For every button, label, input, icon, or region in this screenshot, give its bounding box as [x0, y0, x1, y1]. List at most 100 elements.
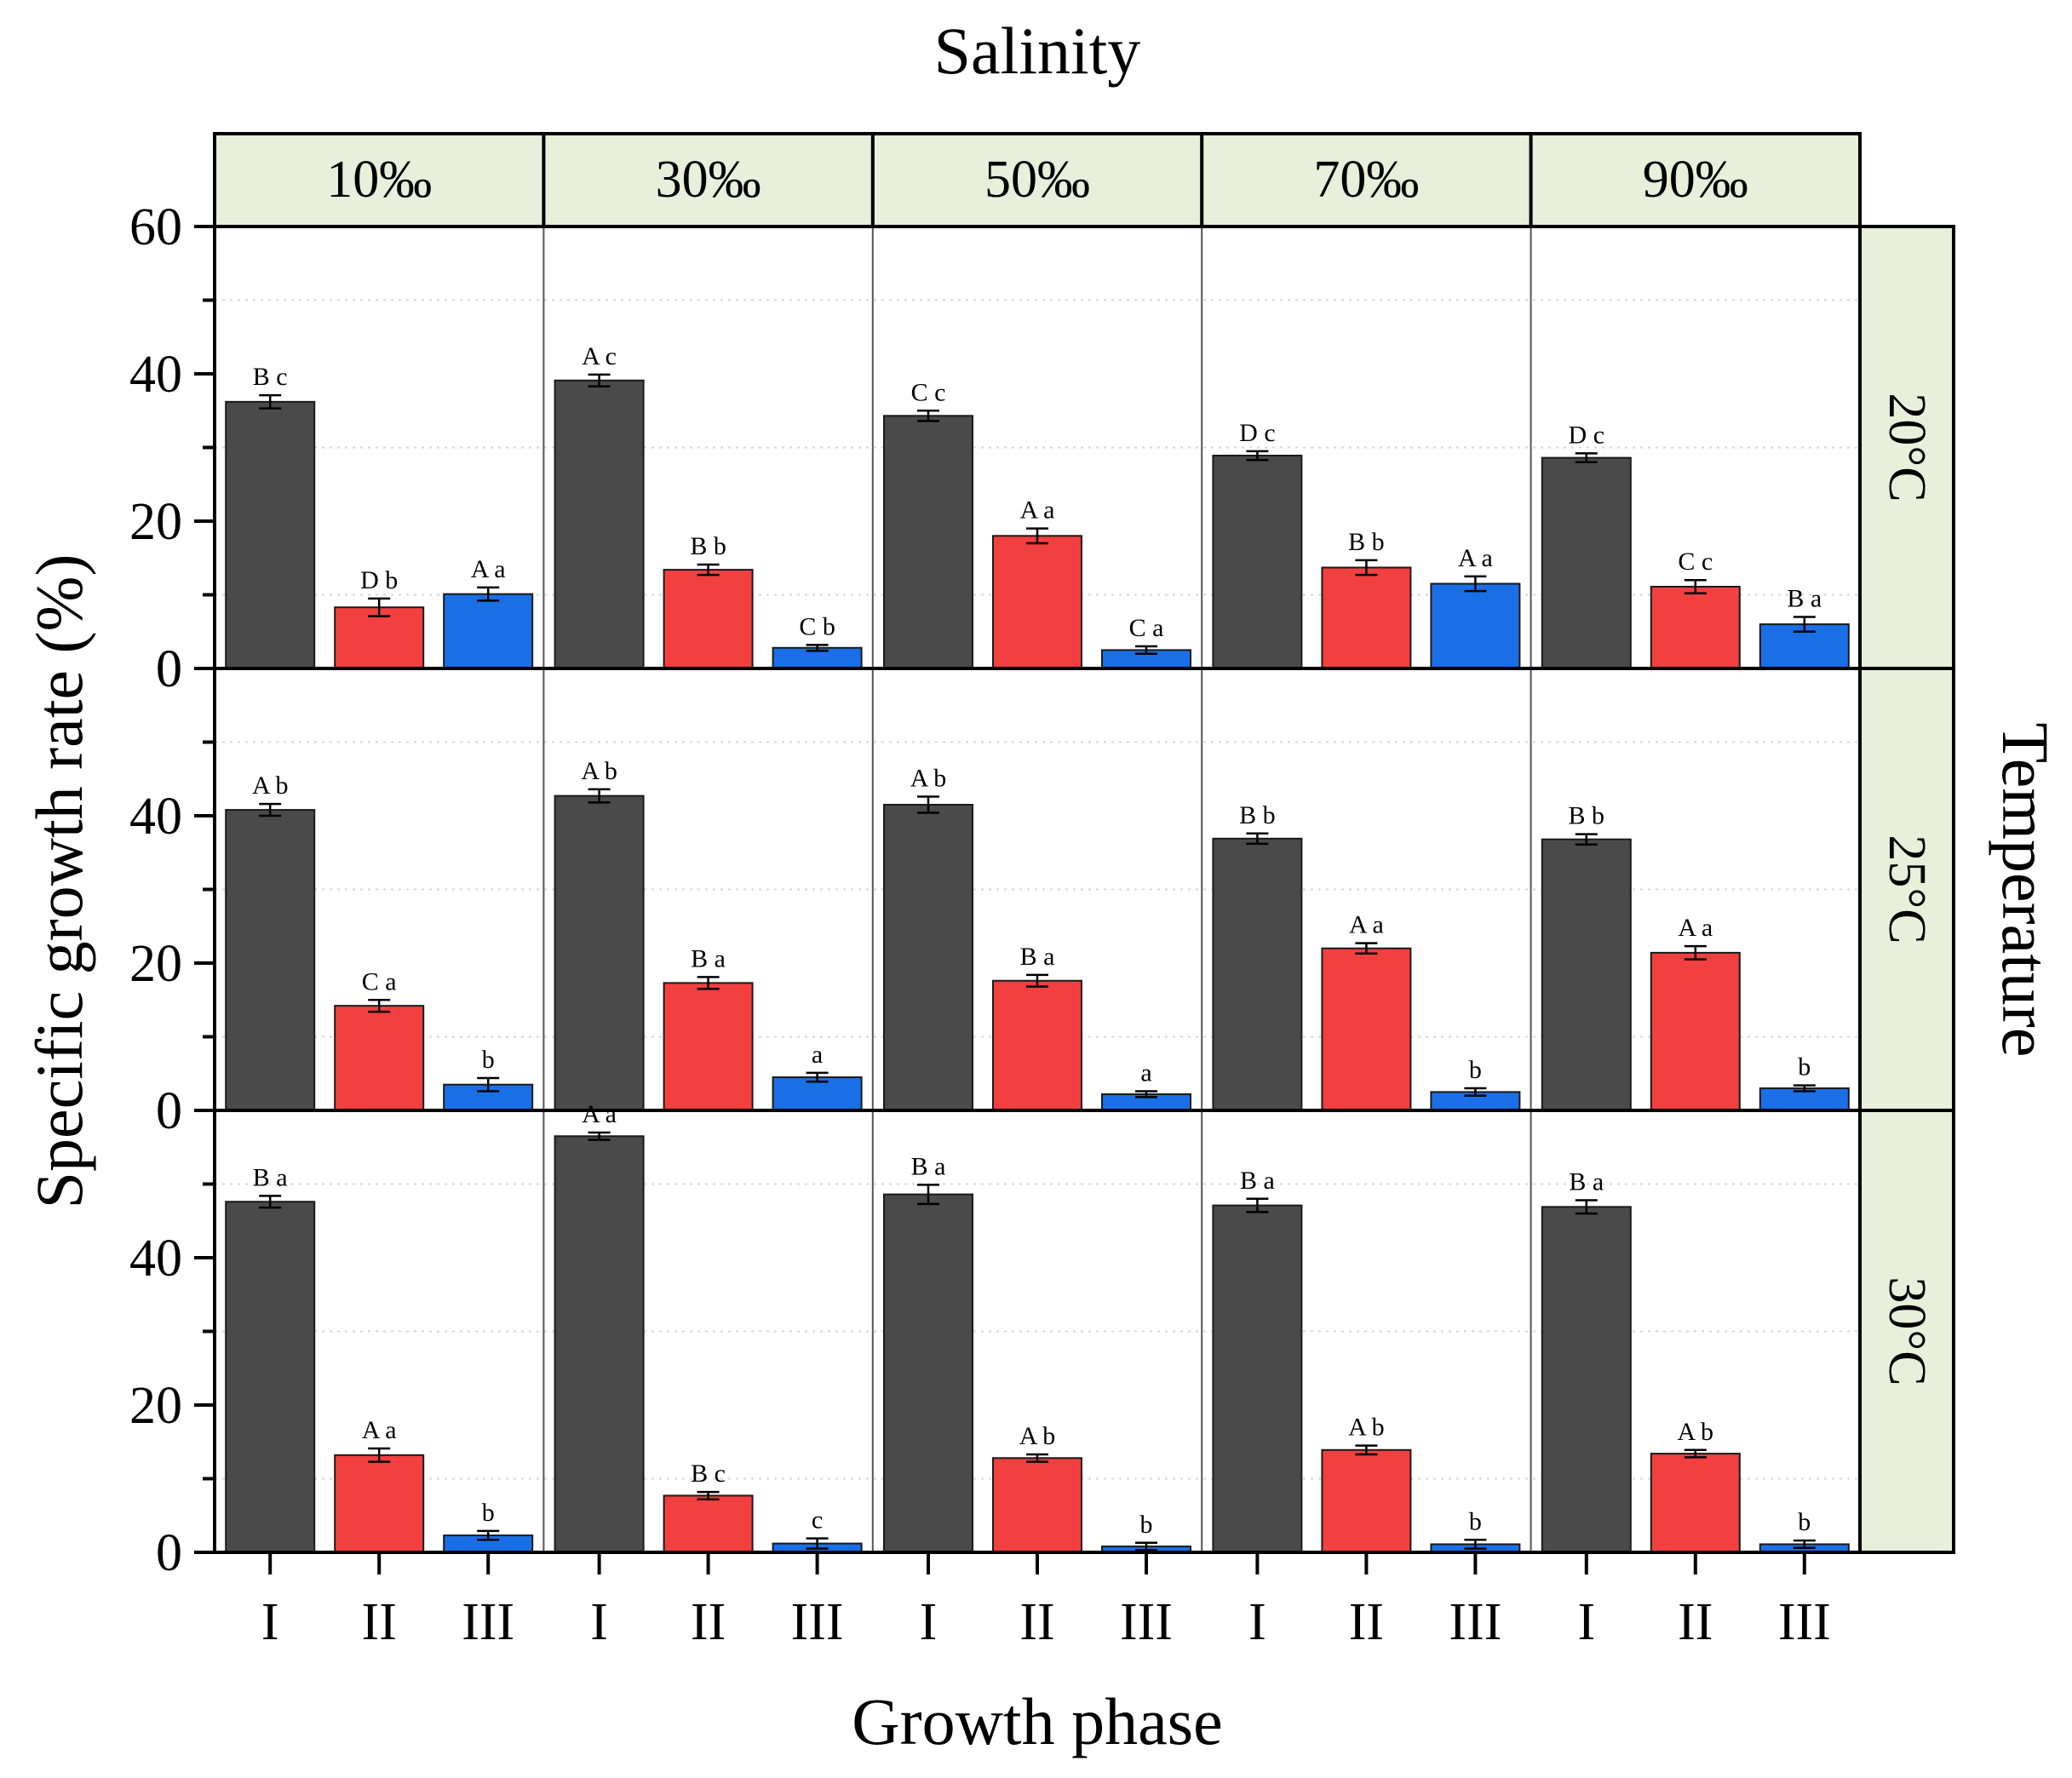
bar [1212, 455, 1303, 670]
significance-label: B a [691, 944, 726, 972]
x-tick-label: III [462, 1593, 514, 1651]
significance-label: A b [910, 765, 947, 793]
x-tick-label: II [691, 1593, 726, 1651]
bar [992, 535, 1082, 669]
bar [1321, 947, 1412, 1111]
bar [1650, 585, 1741, 669]
x-tick-label: II [1678, 1593, 1713, 1651]
x-tick-label: III [1449, 1593, 1501, 1651]
salinity-label: 30‰ [656, 151, 761, 209]
bar [554, 379, 645, 669]
x-tick-label: I [590, 1593, 608, 1651]
bar [883, 1193, 973, 1553]
x-tick-label: I [1577, 1593, 1595, 1651]
x-tick-label: II [1349, 1593, 1384, 1651]
bar [992, 1457, 1082, 1554]
significance-label: B b [1239, 801, 1276, 829]
significance-label: A b [581, 757, 617, 785]
significance-label: b [1469, 1056, 1482, 1084]
significance-label: C a [1129, 614, 1164, 642]
bar [225, 400, 316, 669]
significance-label: b [482, 1046, 495, 1074]
significance-label: D c [1569, 421, 1604, 449]
significance-label: A a [1349, 911, 1384, 939]
x-tick-label: III [1120, 1593, 1173, 1651]
significance-label: C c [1678, 548, 1713, 576]
significance-label: a [1140, 1059, 1151, 1087]
bar [883, 415, 973, 669]
y-tick-label: 0 [156, 1082, 182, 1140]
significance-label: B c [253, 363, 288, 391]
significance-label: b [1798, 1053, 1811, 1081]
significance-label: A a [1678, 914, 1713, 942]
y-tick-label: 60 [129, 198, 182, 256]
y-axis-label: Specific growth rate (%) [22, 554, 96, 1209]
x-tick-label: II [362, 1593, 397, 1651]
significance-label: D c [1239, 419, 1275, 447]
bar [225, 809, 316, 1112]
temperature-label: 25°C [1878, 835, 1936, 943]
bar [225, 1201, 316, 1553]
bar [1541, 1206, 1632, 1553]
bar [1541, 838, 1632, 1111]
y-tick-label: 0 [156, 640, 182, 698]
temperature-label: 20°C [1878, 393, 1936, 502]
bar [1650, 951, 1741, 1112]
significance-label: b [1469, 1507, 1482, 1535]
x-tick-label: I [920, 1593, 938, 1651]
bar [1212, 1204, 1303, 1553]
x-axis-label: Growth phase [852, 1684, 1222, 1758]
salinity-strip [213, 132, 1862, 228]
significance-label: B a [1787, 584, 1822, 612]
y-tick-label: 20 [129, 935, 182, 993]
right-axis-label: Temperature [1989, 723, 2063, 1058]
significance-label: A a [1458, 544, 1493, 572]
significance-label: D b [360, 566, 398, 594]
salinity-label: 10‰ [326, 151, 432, 209]
x-tick-label: III [791, 1593, 844, 1651]
significance-label: a [812, 1041, 823, 1069]
significance-label: b [1798, 1508, 1811, 1536]
bar [554, 1135, 645, 1554]
significance-label: B a [1240, 1167, 1275, 1195]
y-tick-label: 40 [129, 1230, 182, 1288]
x-tick-label: I [261, 1593, 279, 1651]
significance-label: B a [1569, 1168, 1604, 1196]
significance-label: A a [362, 1416, 397, 1444]
bar [334, 1454, 425, 1553]
significance-label: B b [690, 532, 726, 560]
bar [663, 982, 754, 1111]
significance-label: B b [1348, 528, 1385, 556]
significance-label: C b [799, 612, 835, 640]
significance-label: A a [582, 1100, 617, 1128]
text-layer: Salinity Growth phase Specific growth ra… [22, 14, 2063, 1758]
chart-title: Salinity [934, 14, 1141, 88]
bar [443, 593, 534, 670]
y-tick-label: 0 [156, 1524, 182, 1582]
bar [1541, 456, 1632, 669]
significance-label: A a [471, 555, 506, 583]
x-tick-label: I [1248, 1593, 1266, 1651]
bar [334, 606, 425, 670]
x-tick-label: II [1019, 1593, 1054, 1651]
salinity-label: 90‰ [1643, 151, 1748, 209]
y-tick-label: 40 [129, 346, 182, 404]
significance-label: b [1140, 1511, 1153, 1539]
significance-label: A b [1348, 1414, 1385, 1442]
significance-label: C a [362, 967, 397, 995]
significance-label: B b [1569, 802, 1605, 830]
significance-label: B a [1020, 943, 1055, 971]
temperature-label: 30°C [1878, 1276, 1936, 1385]
frame-layer [194, 132, 1955, 1574]
salinity-label: 50‰ [984, 151, 1090, 209]
significance-label: C c [911, 378, 946, 406]
significance-label: A b [1019, 1422, 1056, 1450]
significance-label: A c [582, 342, 617, 370]
y-tick-label: 40 [129, 788, 182, 846]
significance-label: B c [691, 1460, 726, 1488]
bar [992, 979, 1082, 1112]
significance-label: c [812, 1506, 823, 1534]
significance-label: A b [252, 771, 289, 800]
bar [1212, 837, 1303, 1111]
